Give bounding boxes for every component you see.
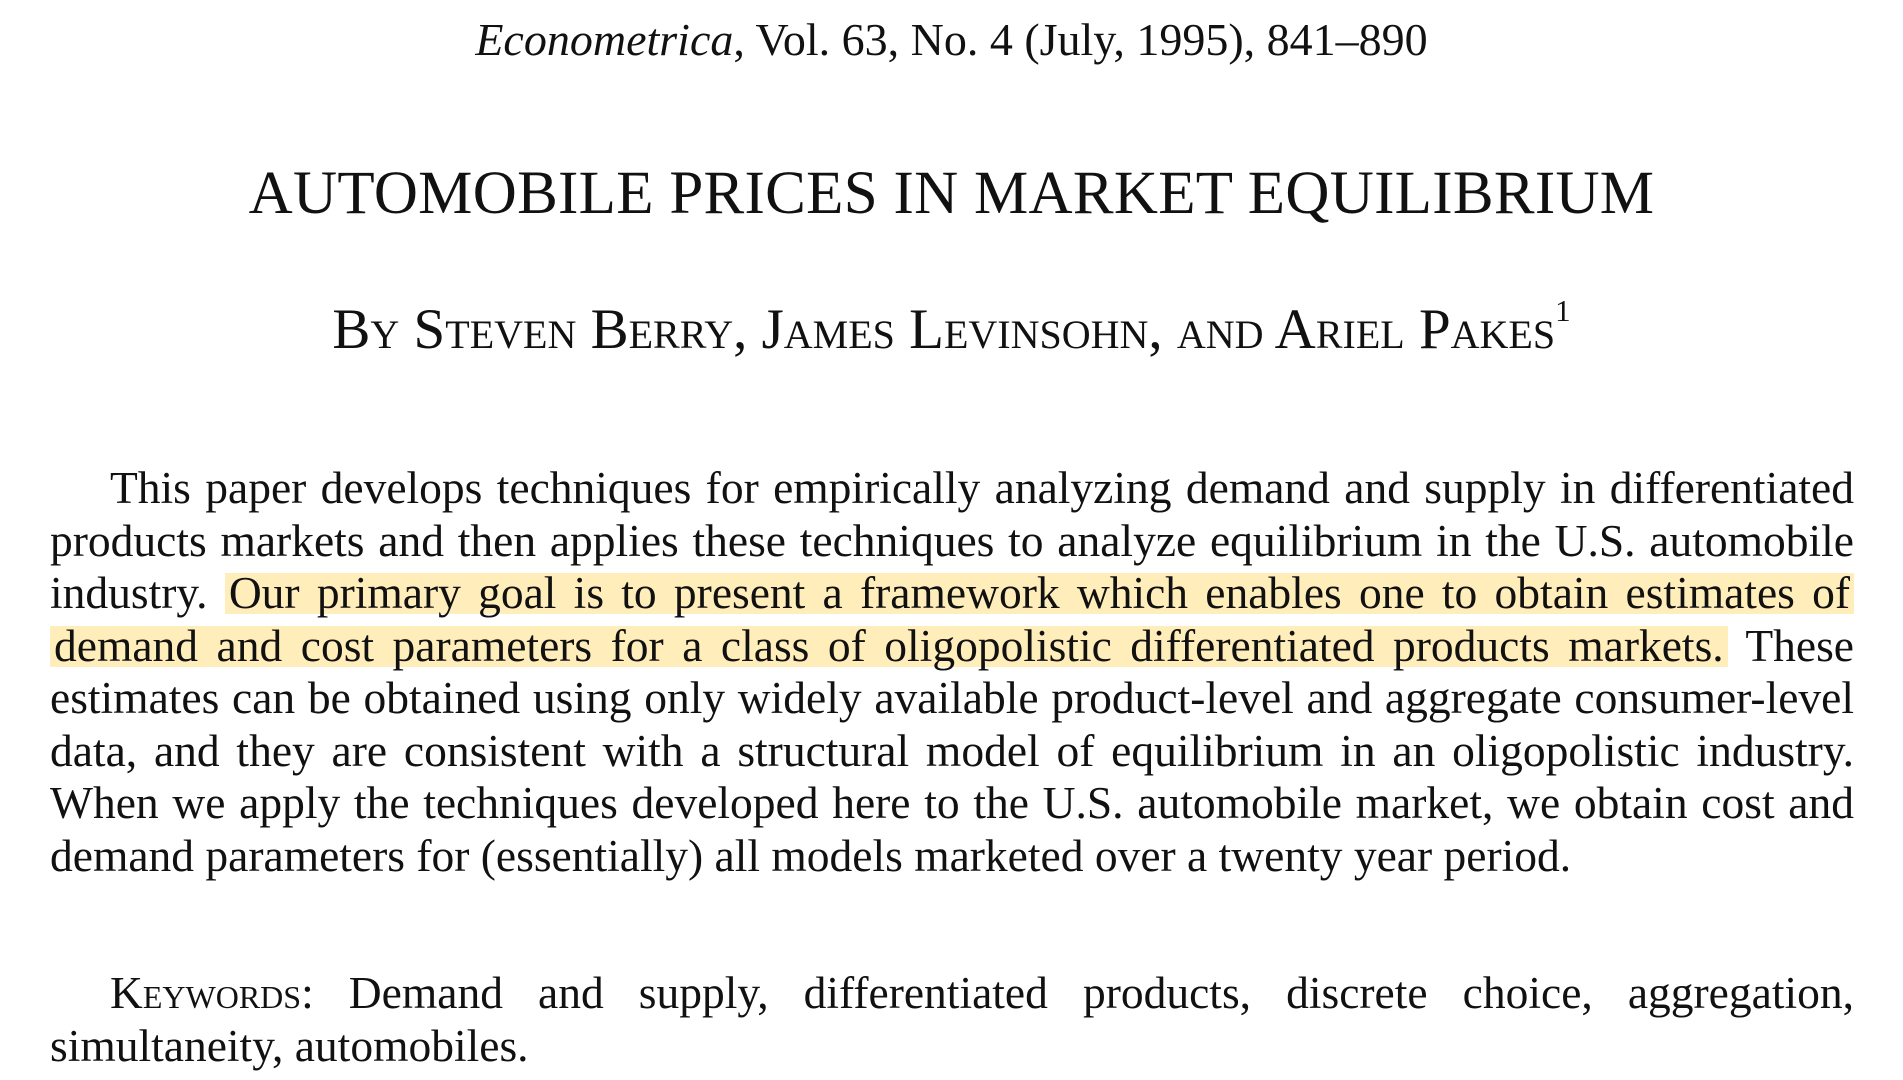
abstract-text-end: These estimates can be obtained using on… [50,619,1854,881]
abstract-text-start: This paper develops techniques for empir… [50,462,1854,618]
author-names: By Steven Berry, James Levinsohn, and Ar… [332,298,1556,361]
keywords-label: Keywords: [110,967,314,1018]
journal-citation: Econometrica, Vol. 63, No. 4 (July, 1995… [0,8,1903,72]
author-footnote-mark: 1 [1555,293,1571,328]
volume-info: , Vol. 63, No. 4 (July, 1995), 841–890 [733,14,1428,65]
keywords-paragraph: Keywords: Demand and supply, differentia… [50,967,1854,1072]
author-line: By Steven Berry, James Levinsohn, and Ar… [0,293,1903,367]
keywords-text: Demand and supply, differentiated produc… [50,967,1854,1071]
highlighted-sentence: Our primary goal is to present a framewo… [50,567,1854,671]
paper-title: AUTOMOBILE PRICES IN MARKET EQUILIBRIUM [248,160,1655,227]
abstract-paragraph: This paper develops techniques for empir… [50,462,1854,882]
journal-name: Econometrica [475,14,734,65]
